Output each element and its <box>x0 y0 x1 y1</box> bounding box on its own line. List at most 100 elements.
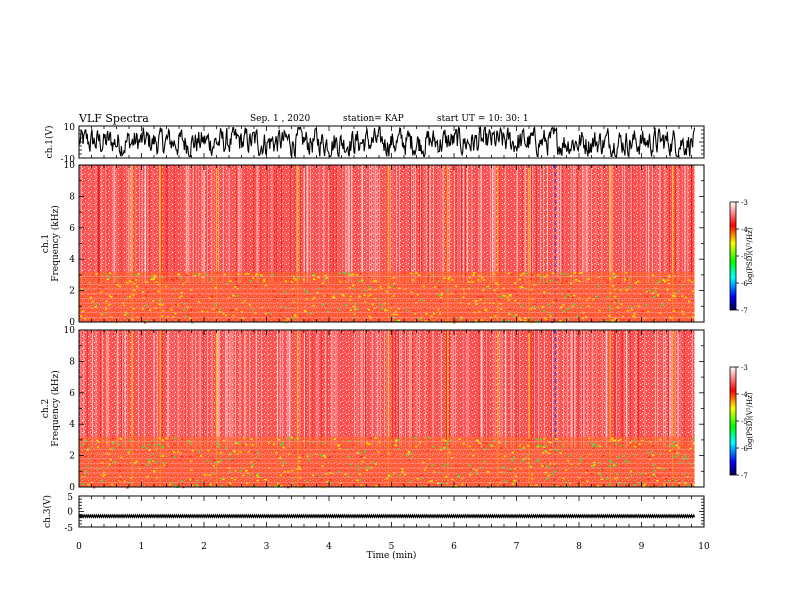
lowband-pixel <box>579 483 582 486</box>
lowband-pixel <box>84 455 87 458</box>
lowband-pixel <box>414 313 417 315</box>
lowband-pixel <box>388 286 391 289</box>
lowband-pixel <box>236 284 240 287</box>
lowband-pixel <box>173 484 176 487</box>
lowband-pixel <box>657 294 660 297</box>
lowband-pixel <box>439 300 442 303</box>
ch3-waveform-line <box>78 513 696 519</box>
lowband-pixel <box>170 309 173 311</box>
lowband-pixel <box>447 277 450 280</box>
lowband-pixel <box>239 451 242 453</box>
lowband-pixel <box>537 444 540 446</box>
lowband-pixel <box>294 314 297 316</box>
lowband-pixel <box>499 295 502 298</box>
lowband-pixel <box>323 454 326 457</box>
lowband-pixel <box>84 445 87 448</box>
lowband-pixel <box>333 451 336 453</box>
lowband-pixel <box>477 279 480 281</box>
lowband-pixel <box>356 274 359 276</box>
lowband-pixel <box>237 273 240 276</box>
lowband-pixel <box>615 299 618 302</box>
lowband-pixel <box>218 445 221 448</box>
lowband-pixel <box>682 458 685 460</box>
lowband-pixel <box>162 273 165 275</box>
lowband-pixel <box>675 444 678 447</box>
lowband-pixel <box>141 313 144 316</box>
lowband-pixel <box>122 306 125 309</box>
lowband-pixel <box>148 449 151 451</box>
lowband-pixel <box>569 282 573 285</box>
lowband-pixel <box>358 306 362 308</box>
lowband-pixel <box>198 450 201 453</box>
lowband-pixel <box>368 286 371 288</box>
lowband-pixel <box>567 296 570 298</box>
lowband-pixel <box>129 439 132 442</box>
lowband-pixel <box>649 441 652 443</box>
lowband-pixel <box>555 438 558 440</box>
lowband-pixel <box>321 303 325 306</box>
lowband-pixel <box>230 458 233 460</box>
lowband-pixel <box>480 319 483 321</box>
lowband-pixel <box>320 454 323 457</box>
lowband-pixel <box>212 464 215 467</box>
lowband-pixel <box>153 470 156 472</box>
lowband-pixel <box>230 477 233 479</box>
lowband-pixel <box>597 485 600 487</box>
lowband-pixel <box>95 303 98 306</box>
lowband-pixel <box>499 303 503 305</box>
lowband-pixel <box>578 280 581 282</box>
lowband-pixel <box>398 319 401 321</box>
lowband-pixel <box>407 451 410 453</box>
lowband-pixel <box>135 274 138 277</box>
lowband-pixel <box>242 474 245 477</box>
lowband-pixel <box>290 436 293 439</box>
lowband-pixel <box>286 474 290 476</box>
lowband-pixel <box>663 276 667 278</box>
lowband-pixel <box>140 483 144 486</box>
lowband-pixel <box>185 274 188 277</box>
lowband-pixel <box>371 464 374 467</box>
lowband-pixel <box>177 451 180 453</box>
lowband-pixel <box>610 438 613 441</box>
lowband-pixel <box>630 308 634 311</box>
lowband-pixel <box>440 447 443 450</box>
lowband-pixel <box>639 473 642 475</box>
lowband-pixel <box>580 271 583 274</box>
lowband-pixel <box>241 317 244 320</box>
lowband-pixel <box>352 273 355 276</box>
lowband-pixel <box>582 317 585 320</box>
lowband-pixel <box>677 291 680 293</box>
lowband-pixel <box>536 320 539 322</box>
lowband-pixel <box>190 469 193 471</box>
lowband-pixel <box>662 279 665 281</box>
xtick-label: 2 <box>201 542 207 552</box>
lowband-pixel <box>363 457 366 459</box>
lowband-pixel <box>518 278 522 281</box>
lowband-pixel <box>654 287 657 289</box>
ytick-label: 4 <box>69 255 75 265</box>
lowband-pixel <box>501 319 504 321</box>
lowband-pixel <box>360 484 363 486</box>
lowband-pixel <box>609 308 612 311</box>
lowband-pixel <box>114 294 117 297</box>
lowband-pixel <box>162 445 165 447</box>
lowband-pixel <box>145 447 149 450</box>
lowband-pixel <box>173 456 176 458</box>
lowband-pixel <box>414 436 417 439</box>
lowband-pixel <box>105 300 108 303</box>
lowband-pixel <box>659 312 662 314</box>
lowband-pixel <box>467 303 470 305</box>
lowband-pixel <box>444 315 448 318</box>
lowband-pixel <box>693 442 696 445</box>
lowband-pixel <box>365 442 368 444</box>
lowband-pixel <box>144 294 147 297</box>
lowband-pixel <box>326 481 329 483</box>
lowband-pixel <box>507 272 510 275</box>
lowband-pixel <box>180 480 183 482</box>
lowband-pixel <box>135 460 138 463</box>
lowband-pixel <box>446 443 449 445</box>
lowband-pixel <box>105 452 108 455</box>
lowband-pixel <box>656 479 659 482</box>
colorbar-tick-label: -6 <box>741 445 748 453</box>
colorbar-tick-label: -3 <box>741 364 748 372</box>
